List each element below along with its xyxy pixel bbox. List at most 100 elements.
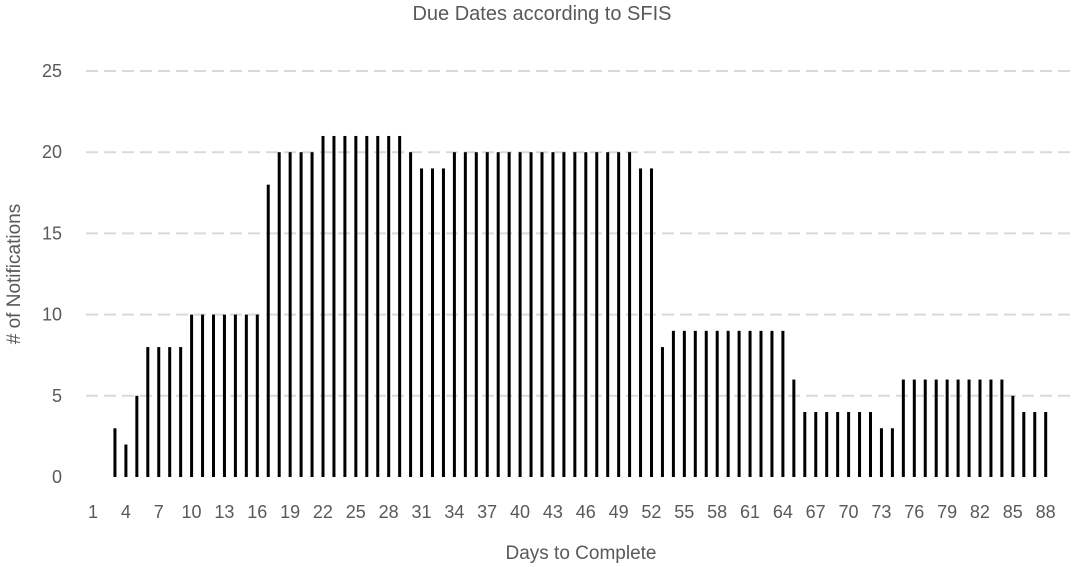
y-tick-label: 10 <box>42 305 62 325</box>
bar-day-84 <box>1011 395 1015 477</box>
bar-day-77 <box>934 379 938 477</box>
bar-day-45 <box>584 152 588 477</box>
x-axis-ticks: 1 4 7 10 13 16 19 22 25 28 31 34 37 40 43 46 49 52 55 58 61 6… <box>88 502 1056 522</box>
x-tick-label: 88 <box>1036 502 1056 522</box>
bar-day-56 <box>704 330 708 477</box>
bar-day-9 <box>190 314 194 477</box>
y-tick-label: 0 <box>52 467 62 487</box>
x-tick-label: 40 <box>510 502 530 522</box>
bar-day-2 <box>113 428 117 477</box>
bar-day-44 <box>573 152 577 477</box>
y-tick-label: 5 <box>52 386 62 406</box>
bar-day-73 <box>890 428 894 477</box>
x-tick-label: 52 <box>641 502 661 522</box>
bar-day-55 <box>693 330 697 477</box>
x-tick-label: 16 <box>247 502 267 522</box>
x-tick-label: 49 <box>609 502 629 522</box>
bar-day-59 <box>737 330 741 477</box>
bar-day-42 <box>551 152 555 477</box>
bar-day-32 <box>441 168 445 477</box>
bar-day-19 <box>299 152 303 477</box>
bar-day-31 <box>431 168 434 477</box>
bar-day-68 <box>836 412 840 477</box>
bar-day-63 <box>781 330 785 477</box>
bar-day-33 <box>452 152 456 477</box>
x-tick-label: 64 <box>773 502 793 522</box>
x-tick-label: 37 <box>477 502 497 522</box>
x-tick-label: 7 <box>154 502 164 522</box>
x-tick-label: 55 <box>674 502 694 522</box>
x-axis-label: Days to Complete <box>505 543 656 564</box>
bar-day-14 <box>244 314 248 477</box>
bars <box>113 135 1048 477</box>
bar-day-20 <box>310 152 314 477</box>
bar-day-24 <box>354 135 358 477</box>
bar-day-13 <box>233 314 237 477</box>
bar-day-4 <box>135 395 139 477</box>
bar-day-46 <box>595 152 599 477</box>
x-tick-label: 58 <box>707 502 727 522</box>
bar-day-86 <box>1033 412 1037 477</box>
bar-day-15 <box>255 314 259 477</box>
bar-day-29 <box>409 152 413 477</box>
bar-day-27 <box>387 135 391 477</box>
bar-day-23 <box>343 135 347 477</box>
bar-day-85 <box>1022 412 1026 477</box>
bar-day-48 <box>617 152 621 477</box>
bar-day-52 <box>660 347 664 477</box>
x-tick-label: 28 <box>379 502 399 522</box>
x-tick-label: 73 <box>871 502 891 522</box>
x-tick-label: 85 <box>1003 502 1023 522</box>
bar-day-34 <box>463 152 467 477</box>
bar-day-47 <box>606 152 610 477</box>
bar-day-80 <box>967 379 971 477</box>
bar-day-10 <box>201 314 205 477</box>
bar-day-83 <box>1000 379 1004 477</box>
bar-day-60 <box>748 330 752 477</box>
bar-day-53 <box>671 330 675 477</box>
bar-day-61 <box>759 330 763 477</box>
bar-day-75 <box>912 379 916 477</box>
bar-day-78 <box>945 379 949 477</box>
bar-day-76 <box>923 379 927 477</box>
x-tick-label: 19 <box>280 502 300 522</box>
bar-day-26 <box>376 135 380 477</box>
y-axis-label: # of Notifications <box>4 204 25 344</box>
bar-day-41 <box>540 152 544 477</box>
y-axis-ticks: 0 5 10 15 20 25 <box>42 61 62 487</box>
bar-day-72 <box>879 428 883 477</box>
y-tick-label: 15 <box>42 223 62 243</box>
bar-day-40 <box>529 152 533 477</box>
bar-day-79 <box>956 379 960 477</box>
bar-day-71 <box>869 412 872 477</box>
bar-day-6 <box>157 347 161 477</box>
bar-day-74 <box>901 379 905 477</box>
bar-day-25 <box>365 135 369 477</box>
bar-day-30 <box>420 168 424 477</box>
bar-day-37 <box>496 152 500 477</box>
y-tick-label: 20 <box>42 142 62 162</box>
bar-day-3 <box>124 444 128 477</box>
bar-day-62 <box>770 330 774 477</box>
bar-day-17 <box>277 152 281 477</box>
bar-day-22 <box>332 135 336 477</box>
x-tick-label: 34 <box>444 502 464 522</box>
bar-day-7 <box>168 347 172 477</box>
x-tick-label: 79 <box>937 502 957 522</box>
x-tick-label: 43 <box>543 502 563 522</box>
bar-day-38 <box>507 152 511 477</box>
bar-day-36 <box>485 152 489 477</box>
bar-day-65 <box>803 412 807 477</box>
bar-day-8 <box>179 347 183 477</box>
bar-day-66 <box>814 412 818 477</box>
x-tick-label: 31 <box>411 502 431 522</box>
bar-day-35 <box>474 152 478 477</box>
x-tick-label: 25 <box>346 502 366 522</box>
chart-title: Due Dates according to SFIS <box>412 3 671 25</box>
bar-day-87 <box>1044 412 1048 477</box>
bar-day-54 <box>682 330 686 477</box>
x-tick-label: 46 <box>576 502 596 522</box>
bar-day-21 <box>321 135 325 477</box>
bar-day-18 <box>288 152 292 477</box>
